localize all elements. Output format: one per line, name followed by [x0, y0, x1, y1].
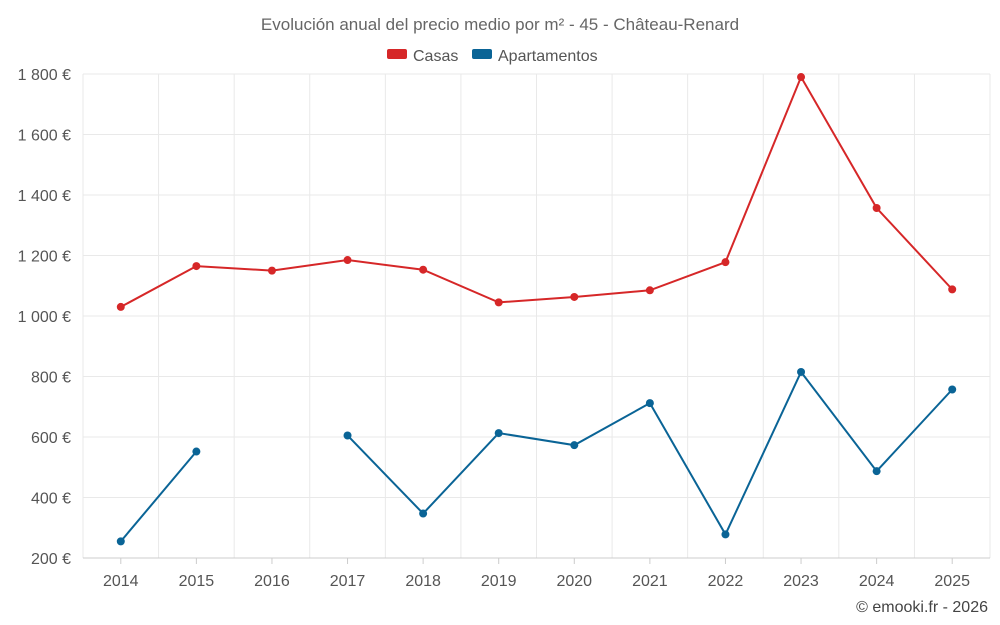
series-casas	[116, 73, 957, 311]
data-point-casas-2014[interactable]	[116, 302, 125, 311]
y-tick-label: 1 200 €	[18, 249, 71, 266]
x-tick-label: 2019	[481, 573, 517, 590]
y-tick-label: 400 €	[31, 491, 71, 508]
series-line-apartamentos	[120, 450, 198, 543]
data-point-casas-2020[interactable]	[570, 292, 579, 301]
data-point-casas-2015[interactable]	[192, 262, 201, 271]
copyright-footer: © emooki.fr - 2026	[856, 599, 988, 616]
series-line-casas	[120, 74, 953, 308]
y-tick-label: 1 600 €	[18, 128, 71, 145]
x-tick-label: 2017	[330, 573, 366, 590]
legend-swatch-apartamentos	[472, 49, 492, 59]
grid	[82, 73, 991, 559]
data-point-casas-2018[interactable]	[419, 265, 428, 274]
data-point-apartamentos-2019[interactable]	[494, 429, 503, 438]
x-tick-label: 2014	[103, 573, 139, 590]
chart-title: Evolución anual del precio medio por m² …	[261, 15, 739, 34]
data-point-apartamentos-2021[interactable]	[645, 399, 654, 408]
y-tick-label: 1 000 €	[18, 309, 71, 326]
legend-label-apartamentos[interactable]: Apartamentos	[498, 48, 598, 65]
x-tick-label: 2024	[859, 573, 895, 590]
data-point-apartamentos-2020[interactable]	[570, 441, 579, 450]
y-tick-label: 600 €	[31, 430, 71, 447]
data-point-apartamentos-2022[interactable]	[721, 530, 730, 539]
x-tick-label: 2020	[556, 573, 592, 590]
x-tick-label: 2021	[632, 573, 668, 590]
y-tick-label: 800 €	[31, 370, 71, 387]
data-point-casas-2019[interactable]	[494, 298, 503, 307]
series-layer	[116, 73, 957, 546]
data-point-apartamentos-2025[interactable]	[948, 385, 957, 394]
data-point-apartamentos-2015[interactable]	[192, 447, 201, 456]
data-point-apartamentos-2018[interactable]	[419, 509, 428, 518]
y-tick-label: 1 400 €	[18, 188, 71, 205]
data-point-casas-2021[interactable]	[645, 286, 654, 295]
series-apartamentos	[116, 367, 957, 546]
x-tick-label: 2018	[405, 573, 441, 590]
data-point-casas-2025[interactable]	[948, 285, 957, 294]
legend-swatch-casas	[387, 49, 407, 59]
data-point-casas-2023[interactable]	[797, 73, 806, 82]
legend: Casas Apartamentos	[387, 48, 598, 65]
legend-label-casas[interactable]: Casas	[413, 48, 458, 65]
x-axis: 2014 2015 2016 2017 2018 2019 2020 2021 2022 2023…	[103, 558, 970, 590]
data-point-casas-2024[interactable]	[872, 204, 881, 213]
x-tick-label: 2023	[783, 573, 819, 590]
y-axis: 200 € 400 € 600 € 800 € 1 000 € 1 200 € 1 400 …	[18, 67, 71, 568]
data-point-apartamentos-2023[interactable]	[797, 367, 806, 376]
series-line-apartamentos	[346, 370, 953, 537]
data-point-apartamentos-2014[interactable]	[116, 537, 125, 546]
data-point-apartamentos-2024[interactable]	[872, 467, 881, 476]
x-tick-label: 2015	[179, 573, 215, 590]
data-point-casas-2022[interactable]	[721, 258, 730, 267]
y-tick-label: 1 800 €	[18, 67, 71, 84]
data-point-casas-2016[interactable]	[267, 266, 276, 275]
x-tick-label: 2025	[934, 573, 970, 590]
data-point-apartamentos-2017[interactable]	[343, 431, 352, 440]
data-point-casas-2017[interactable]	[343, 256, 352, 265]
x-tick-label: 2016	[254, 573, 290, 590]
x-tick-label: 2022	[708, 573, 744, 590]
y-tick-label: 200 €	[31, 551, 71, 568]
